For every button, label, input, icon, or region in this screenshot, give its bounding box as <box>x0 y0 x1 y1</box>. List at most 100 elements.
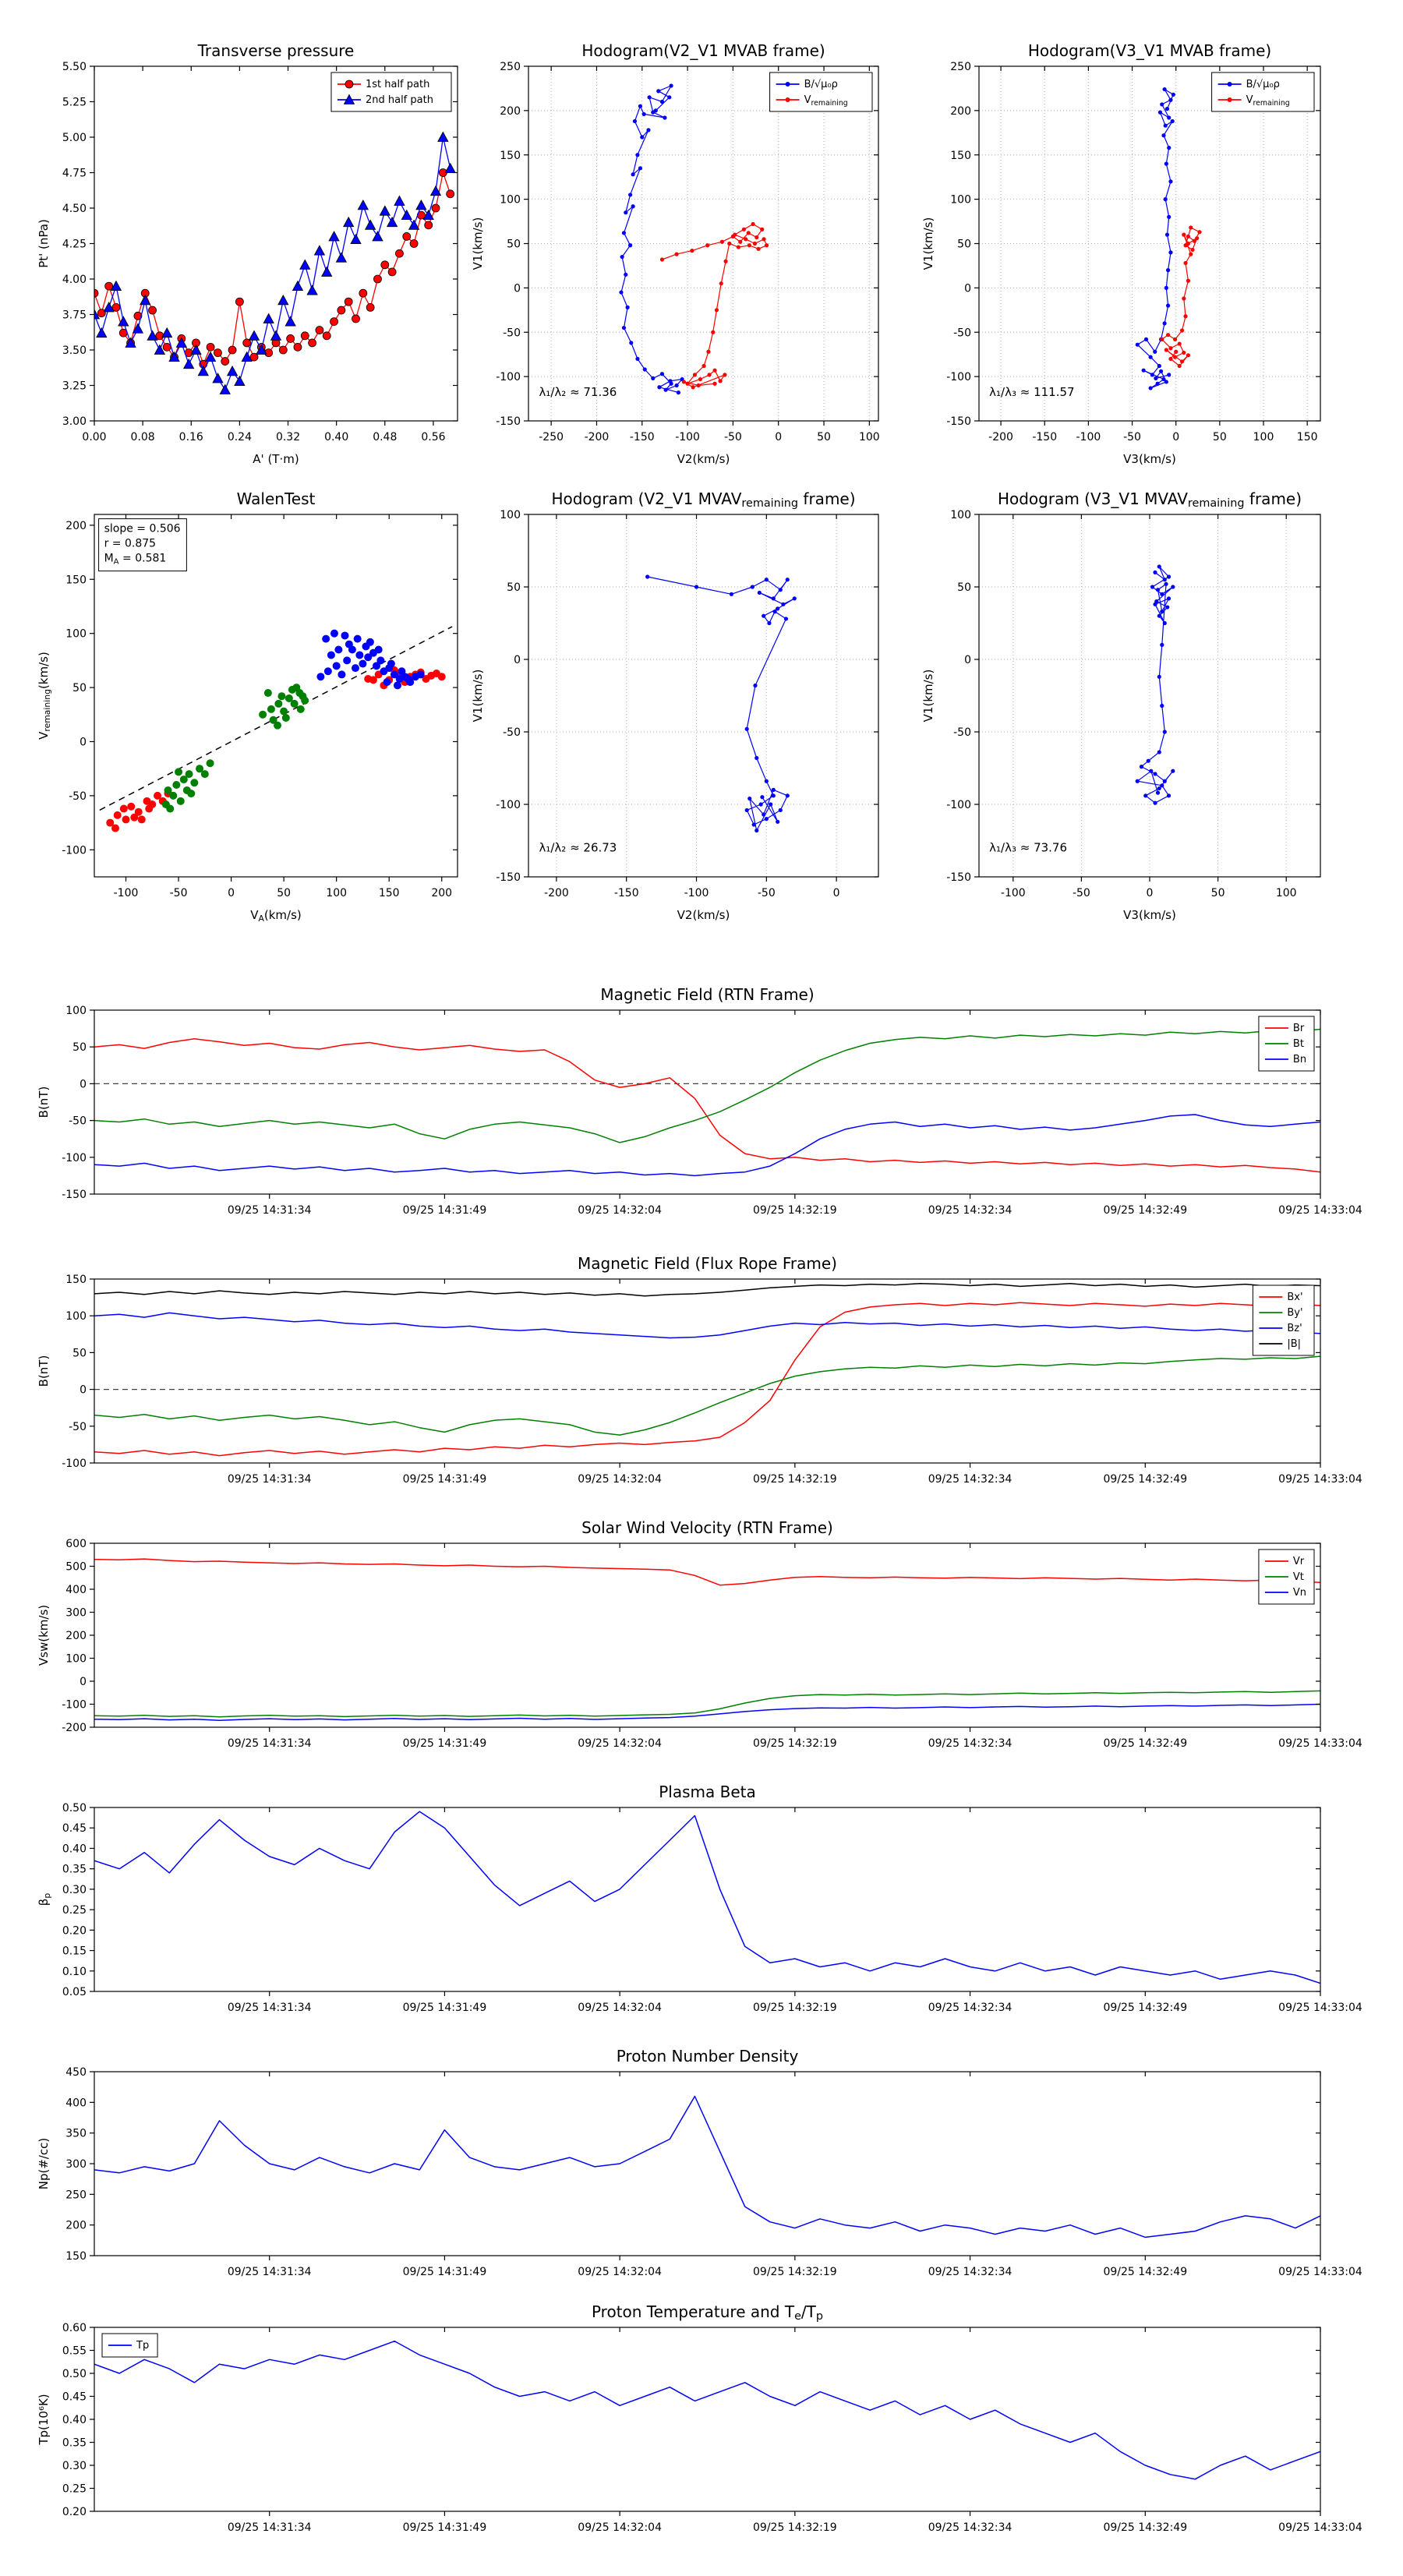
svg-text:Plasma Beta: Plasma Beta <box>659 1783 756 1801</box>
svg-text:B/√μ₀ρ: B/√μ₀ρ <box>804 79 838 90</box>
svg-text:3.25: 3.25 <box>62 380 87 393</box>
svg-text:09/25 14:33:04: 09/25 14:33:04 <box>1278 2521 1362 2534</box>
hodogram-v3v1-mvav-series <box>1135 564 1175 805</box>
svg-text:slope = 0.506: slope = 0.506 <box>104 523 181 535</box>
svg-text:250: 250 <box>950 61 971 73</box>
svg-text:09/25 14:31:49: 09/25 14:31:49 <box>403 2521 487 2534</box>
svg-text:09/25 14:33:04: 09/25 14:33:04 <box>1278 1204 1362 1217</box>
svg-text:09/25 14:33:04: 09/25 14:33:04 <box>1278 1737 1362 1750</box>
svg-text:500: 500 <box>65 1561 87 1574</box>
svg-text:λ₁/λ₂ ≈ 71.36: λ₁/λ₂ ≈ 71.36 <box>539 385 617 399</box>
svg-text:09/25 14:32:04: 09/25 14:32:04 <box>578 1737 662 1750</box>
svg-text:50: 50 <box>507 239 521 251</box>
svg-text:Solar Wind Velocity (RTN Frame: Solar Wind Velocity (RTN Frame) <box>581 1518 833 1537</box>
svg-text:150: 150 <box>379 887 400 899</box>
mag-fluxrope-series <box>94 1282 1320 1457</box>
svg-text:100: 100 <box>326 887 347 899</box>
hodogram-v3v1-mvav-panel: -100 -50 0 50 100 -150 -100 -50 0 50 100 Hodogram (… <box>921 489 1321 922</box>
svg-text:WalenTest: WalenTest <box>237 489 316 508</box>
svg-text:100: 100 <box>950 509 971 521</box>
svg-text:V3(km/s): V3(km/s) <box>1123 908 1176 922</box>
svg-text:-150: -150 <box>630 431 655 443</box>
svg-text:0: 0 <box>228 887 235 899</box>
svg-text:|B|: |B| <box>1287 1338 1301 1350</box>
svg-text:200: 200 <box>950 105 971 118</box>
svg-text:-150: -150 <box>614 887 639 899</box>
svg-text:V2(km/s): V2(km/s) <box>677 908 730 922</box>
hodogram-v2v1-mvav-series <box>645 574 797 833</box>
svg-text:-100: -100 <box>62 1458 87 1470</box>
walen-test-panel: -100 -50 0 50 100 150 200 -100 -50 0 50 100 150 200 Wa… <box>37 489 458 924</box>
svg-text:50: 50 <box>72 1041 87 1054</box>
svg-text:VA(km/s): VA(km/s) <box>250 908 302 924</box>
svg-text:09/25 14:32:49: 09/25 14:32:49 <box>1103 2002 1187 2014</box>
svg-text:09/25 14:32:19: 09/25 14:32:19 <box>753 2002 837 2014</box>
svg-text:0.35: 0.35 <box>62 2437 87 2450</box>
svg-text:150: 150 <box>500 150 521 162</box>
svg-text:100: 100 <box>1253 431 1274 443</box>
svg-text:5.00: 5.00 <box>62 132 87 144</box>
svg-text:r = 0.875: r = 0.875 <box>104 538 156 550</box>
svg-text:Vremaining(km/s): Vremaining(km/s) <box>37 652 52 740</box>
svg-text:-200: -200 <box>585 431 610 443</box>
svg-text:-50: -50 <box>1123 431 1141 443</box>
svg-text:0.30: 0.30 <box>62 2460 87 2472</box>
walen-test-series <box>99 626 453 832</box>
svg-text:50: 50 <box>507 581 521 594</box>
svg-text:09/25 14:32:19: 09/25 14:32:19 <box>753 1473 837 1486</box>
svg-text:Np(#/cc): Np(#/cc) <box>37 2138 51 2190</box>
svg-text:09/25 14:32:49: 09/25 14:32:49 <box>1103 2266 1187 2278</box>
transverse-pressure-series <box>94 131 456 394</box>
svg-text:-50: -50 <box>503 726 521 739</box>
svg-text:400: 400 <box>65 1584 87 1596</box>
svg-text:0.55: 0.55 <box>62 2345 87 2358</box>
mag-rtn-series <box>94 1028 1320 1177</box>
svg-text:0.24: 0.24 <box>228 431 252 443</box>
svg-text:100: 100 <box>1276 887 1297 899</box>
svg-text:0.32: 0.32 <box>276 431 300 443</box>
mag-rtn-panel: 09/25 14:31:34 09/25 14:31:49 09/25 14:32:… <box>37 985 1362 1217</box>
svg-text:09/25 14:32:19: 09/25 14:32:19 <box>753 1204 837 1217</box>
svg-text:-200: -200 <box>62 1722 87 1734</box>
svg-text:150: 150 <box>65 574 87 586</box>
svg-text:0.30: 0.30 <box>62 1884 87 1896</box>
svg-text:09/25 14:33:04: 09/25 14:33:04 <box>1278 1473 1362 1486</box>
svg-text:350: 350 <box>65 2128 87 2140</box>
svg-text:0.25: 0.25 <box>62 2483 87 2496</box>
svg-text:-100: -100 <box>684 887 709 899</box>
svg-text:-200: -200 <box>544 887 569 899</box>
svg-text:-50: -50 <box>953 726 971 739</box>
svg-text:B(nT): B(nT) <box>37 1355 51 1387</box>
svg-text:100: 100 <box>65 1310 87 1323</box>
svg-text:09/25 14:32:49: 09/25 14:32:49 <box>1103 1204 1187 1217</box>
svg-text:Tp: Tp <box>136 2340 149 2352</box>
svg-text:0.50: 0.50 <box>62 1802 87 1815</box>
svg-text:0: 0 <box>964 654 971 666</box>
svg-text:09/25 14:32:04: 09/25 14:32:04 <box>578 1473 662 1486</box>
svg-text:09/25 14:32:04: 09/25 14:32:04 <box>578 2002 662 2014</box>
svg-text:09/25 14:33:04: 09/25 14:33:04 <box>1278 2266 1362 2278</box>
svg-text:100: 100 <box>500 509 521 521</box>
svg-text:V1(km/s): V1(km/s) <box>471 217 485 270</box>
svg-text:0: 0 <box>964 282 971 295</box>
svg-text:0: 0 <box>514 282 521 295</box>
svg-text:Bn: Bn <box>1293 1054 1306 1065</box>
svg-text:Hodogram (V3_V1 MVAVremaining: Hodogram (V3_V1 MVAVremaining frame) <box>998 489 1302 510</box>
svg-text:0: 0 <box>80 1384 87 1397</box>
svg-text:Vremaining: Vremaining <box>1246 94 1290 108</box>
svg-text:09/25 14:31:34: 09/25 14:31:34 <box>228 1204 312 1217</box>
svg-text:150: 150 <box>65 1274 87 1286</box>
svg-text:100: 100 <box>65 1653 87 1666</box>
svg-text:-100: -100 <box>675 431 700 443</box>
proton-temp-series <box>94 2340 1320 2480</box>
svg-text:09/25 14:31:34: 09/25 14:31:34 <box>228 2002 312 2014</box>
svg-text:-50: -50 <box>69 790 87 803</box>
svg-text:09/25 14:31:49: 09/25 14:31:49 <box>403 1473 487 1486</box>
svg-text:-100: -100 <box>946 799 971 811</box>
svg-text:0: 0 <box>1172 431 1179 443</box>
svg-text:Proton Number Density: Proton Number Density <box>617 2047 799 2065</box>
svg-text:0.16: 0.16 <box>179 431 203 443</box>
svg-text:300: 300 <box>65 1607 87 1620</box>
svg-text:-150: -150 <box>1032 431 1057 443</box>
